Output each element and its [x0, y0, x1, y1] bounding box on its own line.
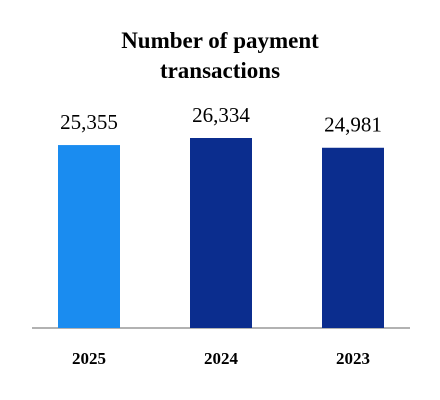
x-tick-label: 2025 [72, 349, 106, 368]
bar [322, 147, 384, 328]
bar [190, 138, 252, 328]
value-label: 24,981 [324, 113, 382, 137]
value-label: 26,334 [192, 103, 250, 127]
chart-title: Number of payment transactions [121, 28, 319, 83]
x-tick-label: 2024 [204, 349, 239, 368]
bar [58, 145, 120, 328]
x-tick-label: 2023 [336, 349, 370, 368]
value-label: 25,355 [60, 110, 118, 134]
